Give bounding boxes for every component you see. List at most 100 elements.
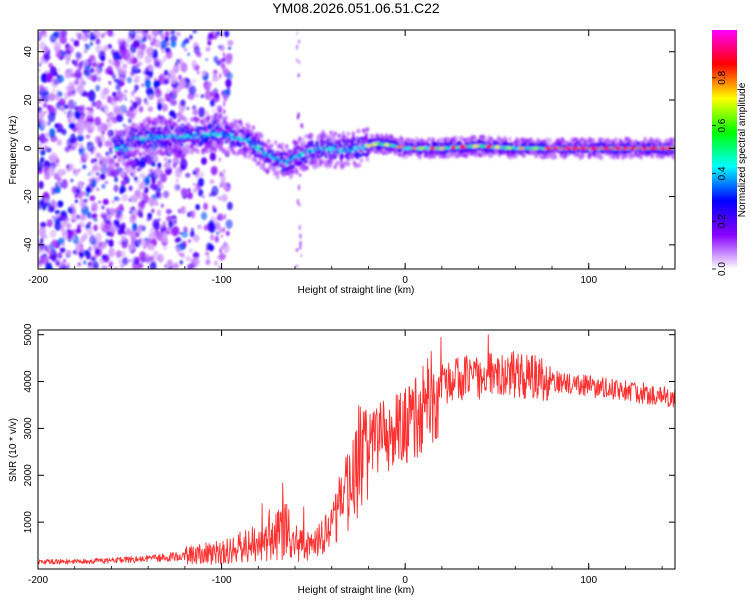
spec-noise-dot xyxy=(170,30,176,36)
snr-frame xyxy=(37,329,676,570)
spec-noise-dot xyxy=(38,41,47,51)
spec-noise-dot xyxy=(85,224,91,229)
spec-noise-dot xyxy=(146,177,150,181)
spec-noise-dot xyxy=(82,202,88,210)
spec-noise-dot xyxy=(162,59,166,63)
spec-noise-dot xyxy=(42,32,47,39)
spec-streak xyxy=(300,123,303,128)
spec-noise-dot xyxy=(77,32,83,41)
spec-ridge-halo xyxy=(473,136,478,142)
spec-noise-dot xyxy=(89,170,95,176)
spec-ridge-peak xyxy=(554,147,557,150)
spec-streak xyxy=(298,203,301,207)
spec-noise-dot xyxy=(134,84,139,91)
spec-ridge-halo xyxy=(581,152,586,158)
spec-noise-dot xyxy=(104,180,108,184)
spec-noise-dot xyxy=(148,256,154,262)
spec-ridge-band xyxy=(256,138,261,143)
spec-streak xyxy=(219,76,221,79)
spec-ridge-halo xyxy=(508,136,512,142)
spec-noise-dot xyxy=(139,251,147,261)
spec-noise-dot xyxy=(179,260,183,265)
spec-ridge-band xyxy=(231,139,235,144)
spec-noise-dot xyxy=(206,254,210,259)
spec-streak xyxy=(224,93,226,97)
spec-noise-dot xyxy=(187,263,194,269)
snr-xlabel: Height of straight line (km) xyxy=(298,585,415,596)
spec-ridge-peak xyxy=(627,147,630,150)
spec-xtick-label: 100 xyxy=(580,275,597,286)
spec-ridge-band xyxy=(169,142,173,147)
spec-noise-dot xyxy=(65,60,70,65)
spec-ridge-band xyxy=(238,143,242,148)
spec-ridge-band xyxy=(153,142,158,147)
spec-noise-dot xyxy=(183,77,187,81)
spec-noise-dot xyxy=(89,41,93,47)
spec-noise-dot xyxy=(184,38,190,44)
spec-streak xyxy=(298,39,300,44)
spec-ridge-peak xyxy=(607,147,610,150)
spec-noise-dot xyxy=(91,207,95,212)
spec-ridge-halo xyxy=(298,136,302,142)
spec-ridge-band xyxy=(171,125,175,130)
spec-noise-dot xyxy=(98,200,101,204)
spec-noise-dot xyxy=(92,240,97,245)
spec-noise-dot xyxy=(114,196,119,202)
spec-noise-dot xyxy=(43,197,49,203)
spec-noise-dot xyxy=(62,168,67,175)
spec-noise-dot xyxy=(165,49,173,60)
spec-xtick-label: 0 xyxy=(402,275,408,286)
spec-ridge-band xyxy=(141,127,145,131)
spec-ridge-halo xyxy=(163,149,168,155)
spec-ridge-halo xyxy=(218,121,222,127)
spec-noise-dot xyxy=(188,85,197,96)
spec-noise-dot xyxy=(91,102,95,107)
spec-noise-dot xyxy=(94,135,101,145)
spec-noise-dot xyxy=(49,229,57,238)
spec-ridge-peak xyxy=(662,147,665,150)
spec-ridge-peak xyxy=(613,147,617,150)
spec-noise-dot xyxy=(176,246,181,253)
spec-ridge-halo xyxy=(301,137,305,143)
spec-ridge-band xyxy=(120,140,124,145)
spec-ridge-halo xyxy=(167,149,172,155)
spec-noise-dot xyxy=(92,58,97,62)
spec-ridge-band xyxy=(252,149,257,154)
spec-ridge-halo xyxy=(232,150,237,156)
spec-noise-dot xyxy=(175,85,182,92)
spec-noise-dot xyxy=(218,44,222,49)
spec-noise-dot xyxy=(110,49,116,55)
colorbar-tick-label: 0.8 xyxy=(717,70,728,84)
spec-noise-dot xyxy=(91,214,95,220)
spec-noise-dot xyxy=(193,45,200,55)
spec-noise-dot xyxy=(84,43,89,47)
spec-ridge-halo xyxy=(190,117,194,122)
spec-noise-dot xyxy=(102,198,109,205)
spec-ridge-halo xyxy=(335,152,340,158)
spec-ridge-peak xyxy=(640,147,643,150)
spec-ridge-band xyxy=(113,155,117,159)
spec-noise-dot xyxy=(200,172,204,177)
spec-ridge-peak xyxy=(646,147,650,150)
spec-ridge-halo xyxy=(440,137,445,143)
spec-noise-dot xyxy=(79,251,84,259)
spec-noise-dot xyxy=(192,187,198,193)
spec-noise-dot xyxy=(107,121,113,129)
colorbar: 0.00.20.40.60.8 Normalized spectral ampl… xyxy=(712,30,748,276)
spec-ridge-peak xyxy=(605,147,608,150)
spec-noise-dot xyxy=(78,193,83,200)
spec-noise-dot xyxy=(124,89,128,93)
spec-noise-dot xyxy=(120,76,125,83)
spec-noise-dot xyxy=(76,188,80,194)
spec-noise-dot xyxy=(96,187,100,192)
spec-streak xyxy=(296,44,298,50)
snr-series-line xyxy=(38,334,675,565)
spec-noise-dot xyxy=(176,185,180,190)
colorbar-tick-label: 0.2 xyxy=(717,214,728,228)
spec-streak xyxy=(223,169,226,174)
spec-noise-dot xyxy=(40,119,47,129)
spec-ridge-halo xyxy=(273,140,278,145)
spec-ridge-peak xyxy=(594,147,597,150)
spec-ridge-halo xyxy=(339,159,344,165)
